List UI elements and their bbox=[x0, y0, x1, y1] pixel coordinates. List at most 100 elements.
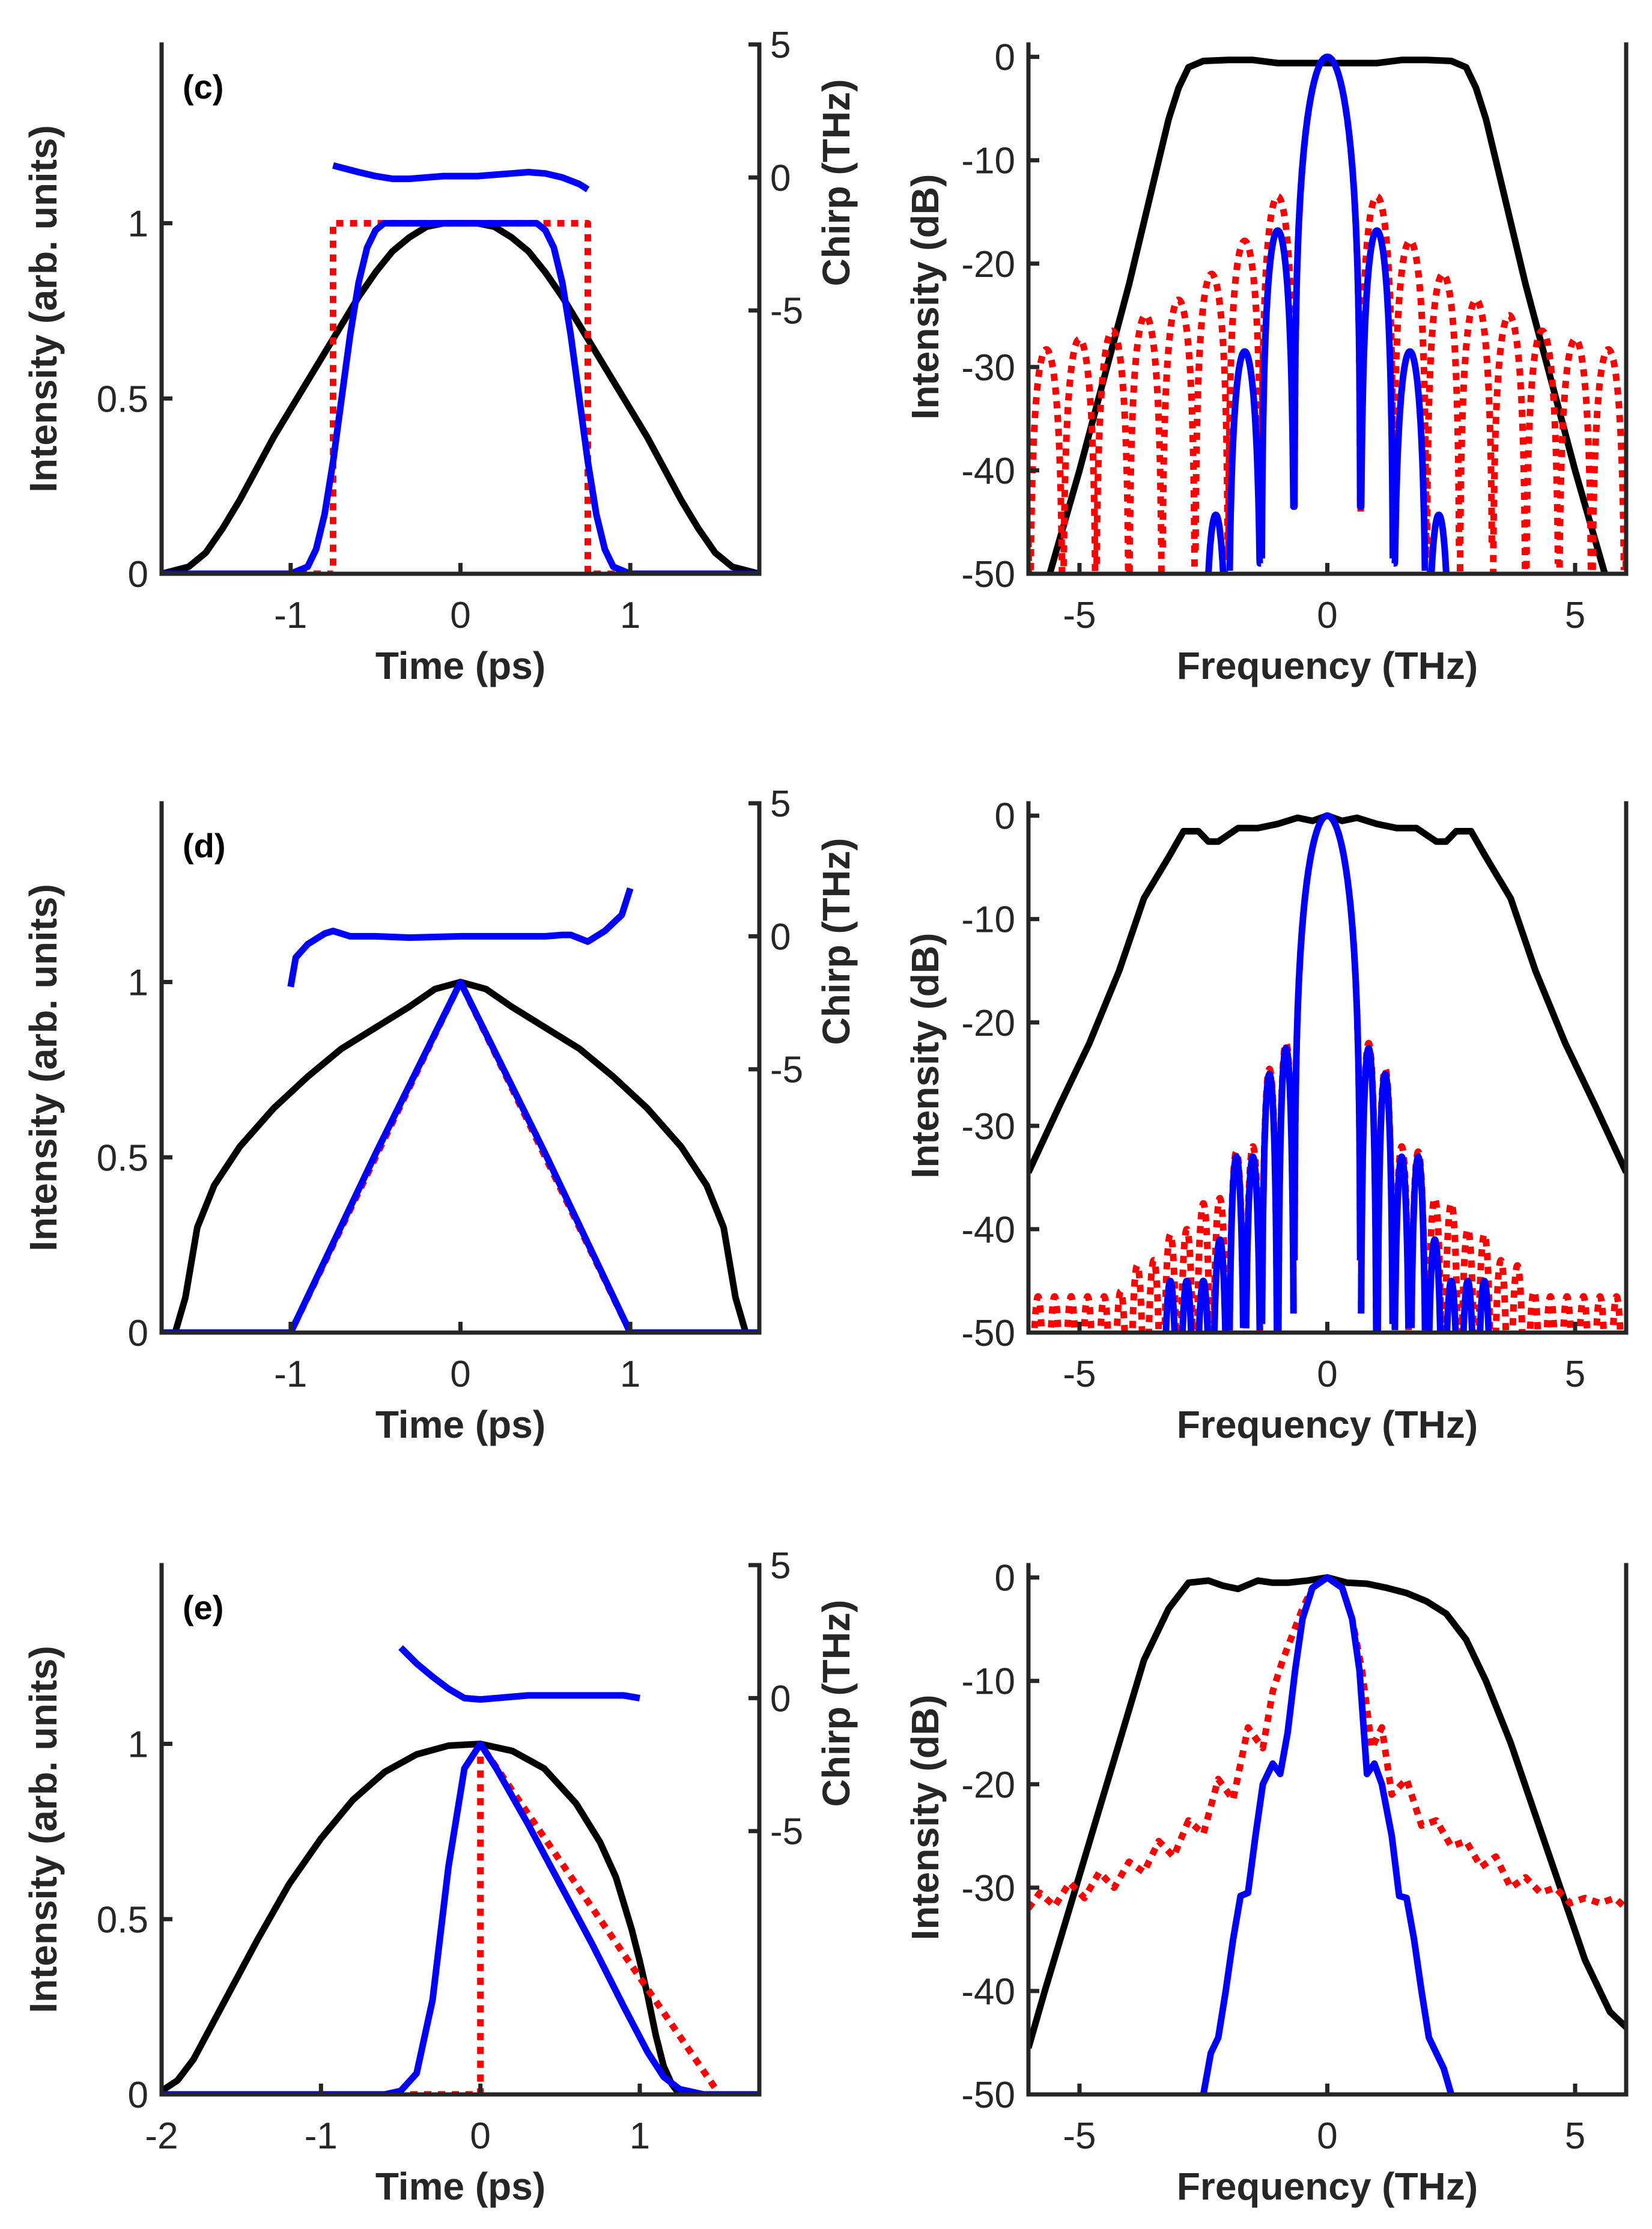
series-blue-chirp bbox=[332, 162, 590, 192]
series-group bbox=[162, 1645, 759, 2094]
x-tick-label: -1 bbox=[274, 595, 307, 636]
y2-tick-label: 0 bbox=[770, 1678, 791, 1720]
series-red-dotted bbox=[1031, 812, 1624, 1333]
x-tick-label: 0 bbox=[1317, 1354, 1337, 1395]
y-tick-label: 1 bbox=[128, 1724, 148, 1766]
y-tick-label: 1 bbox=[128, 962, 148, 1004]
y-tick-label: -40 bbox=[961, 1209, 1015, 1251]
y-axis-label: Intensity (arb. units) bbox=[22, 125, 65, 493]
series-blue-solid bbox=[1162, 812, 1492, 1333]
x-tick-label: 0 bbox=[450, 1354, 470, 1395]
x-tick-label: -1 bbox=[274, 1354, 307, 1395]
y2-tick-label: -5 bbox=[770, 291, 803, 332]
y-tick-label: -30 bbox=[961, 1106, 1015, 1148]
y2-tick-label: 5 bbox=[770, 783, 791, 825]
y2-tick-label: 0 bbox=[770, 916, 791, 958]
series-group bbox=[1028, 53, 1626, 574]
x-tick-label: 1 bbox=[620, 595, 640, 636]
y-tick-label: 0 bbox=[995, 796, 1015, 838]
y2-axis-label: Chirp (THz) bbox=[815, 79, 858, 287]
temporal-plot-e: -2 -1 0 1 0 0.5 1 -5 0 5 Chirp (THz) (e) Time (ps) In… bbox=[22, 1545, 858, 2208]
temporal-plot-d: -1 0 1 0 0.5 1 -5 0 5 Chirp (THz) (d) Time (ps) Inte… bbox=[22, 783, 858, 1446]
x-axis-label: Frequency (THz) bbox=[1177, 644, 1478, 687]
series-blue-solid bbox=[162, 220, 759, 574]
y-tick-label: 0 bbox=[995, 37, 1015, 79]
series-blue-solid bbox=[1205, 53, 1450, 574]
panel-label: (c) bbox=[183, 68, 223, 106]
y-axis-label: Intensity (arb. units) bbox=[22, 1646, 65, 2013]
x-tick-label: 1 bbox=[620, 1354, 640, 1395]
y-axis-label: Intensity (dB) bbox=[903, 1695, 947, 1941]
x-tick-label: 5 bbox=[1565, 1354, 1585, 1395]
x-tick-label: -2 bbox=[145, 2115, 178, 2157]
x-tick-label: 0 bbox=[470, 2115, 490, 2157]
series-group bbox=[162, 887, 759, 1333]
x-axis-label: Frequency (THz) bbox=[1177, 1403, 1478, 1446]
y-tick-label: -40 bbox=[961, 451, 1015, 492]
y-tick-label: -50 bbox=[961, 2075, 1015, 2116]
y-tick-label: -40 bbox=[961, 1971, 1015, 2013]
panel-label: (d) bbox=[183, 827, 226, 865]
y2-tick-label: 5 bbox=[770, 1545, 791, 1587]
y2-axis-label: Chirp (THz) bbox=[815, 1600, 858, 1807]
y-tick-label: -20 bbox=[961, 1003, 1015, 1044]
temporal-plot-c: -1 0 1 0 0.5 1 -5 0 5 Chirp (THz) (c) Time (ps) Inte… bbox=[22, 25, 858, 687]
y-tick-label: -30 bbox=[961, 1868, 1015, 1909]
y-tick-label: 0 bbox=[995, 1558, 1015, 1599]
series-black-solid bbox=[162, 220, 759, 574]
x-tick-label: -5 bbox=[1063, 595, 1096, 636]
y-tick-label: -10 bbox=[961, 899, 1015, 941]
x-tick-label: 0 bbox=[1317, 595, 1337, 636]
y-tick-label: -10 bbox=[961, 1661, 1015, 1703]
x-tick-label: -5 bbox=[1063, 2115, 1096, 2157]
y-tick-label: 0.5 bbox=[97, 1899, 148, 1941]
series-group bbox=[162, 162, 759, 574]
series-red-dotted bbox=[162, 979, 759, 1333]
x-tick-label: 0 bbox=[1317, 2115, 1337, 2157]
series-black-solid bbox=[1028, 812, 1626, 1174]
series-blue-solid bbox=[162, 1741, 759, 2094]
y2-tick-label: 5 bbox=[770, 25, 791, 66]
y2-tick-label: -5 bbox=[770, 1811, 803, 1853]
y2-tick-label: -5 bbox=[770, 1050, 803, 1091]
series-blue-chirp bbox=[398, 1645, 640, 1703]
x-axis-label: Time (ps) bbox=[375, 1403, 545, 1446]
x-axis-label: Time (ps) bbox=[375, 2165, 545, 2208]
y-tick-label: -50 bbox=[961, 1313, 1015, 1354]
series-black-solid bbox=[162, 979, 759, 1333]
series-blue-solid bbox=[1200, 1574, 1455, 2094]
y-tick-label: 0 bbox=[128, 2075, 148, 2116]
y2-tick-label: 0 bbox=[770, 157, 791, 199]
series-red-dotted bbox=[162, 220, 759, 574]
x-tick-label: 5 bbox=[1565, 2115, 1585, 2157]
panel-label: (e) bbox=[183, 1589, 223, 1626]
y-tick-label: -50 bbox=[961, 554, 1015, 595]
y-tick-label: -10 bbox=[961, 141, 1015, 182]
series-black-solid bbox=[1028, 1574, 1626, 2049]
x-tick-label: 1 bbox=[630, 2115, 650, 2157]
x-tick-label: 0 bbox=[450, 595, 470, 636]
y-tick-label: -20 bbox=[961, 244, 1015, 285]
y-axis-label: Intensity (dB) bbox=[903, 933, 947, 1179]
series-group bbox=[1028, 812, 1626, 1333]
x-tick-label: 5 bbox=[1565, 595, 1585, 636]
x-axis-label: Time (ps) bbox=[375, 644, 545, 687]
x-tick-label: -1 bbox=[305, 2115, 338, 2157]
series-black-solid bbox=[1046, 56, 1608, 574]
y-tick-label: 0.5 bbox=[97, 379, 148, 420]
y-axis-label: Intensity (dB) bbox=[903, 174, 947, 420]
series-blue-solid bbox=[162, 979, 759, 1333]
y-tick-label: -30 bbox=[961, 347, 1015, 389]
y-tick-label: 0 bbox=[128, 1313, 148, 1354]
series-group bbox=[1028, 1574, 1626, 2094]
y-tick-label: 0.5 bbox=[97, 1137, 148, 1179]
y-tick-label: 1 bbox=[128, 204, 148, 245]
x-tick-label: -5 bbox=[1063, 1354, 1096, 1395]
y2-axis-label: Chirp (THz) bbox=[815, 838, 858, 1045]
series-black-solid bbox=[162, 1741, 759, 2094]
x-axis-label: Frequency (THz) bbox=[1177, 2165, 1478, 2208]
